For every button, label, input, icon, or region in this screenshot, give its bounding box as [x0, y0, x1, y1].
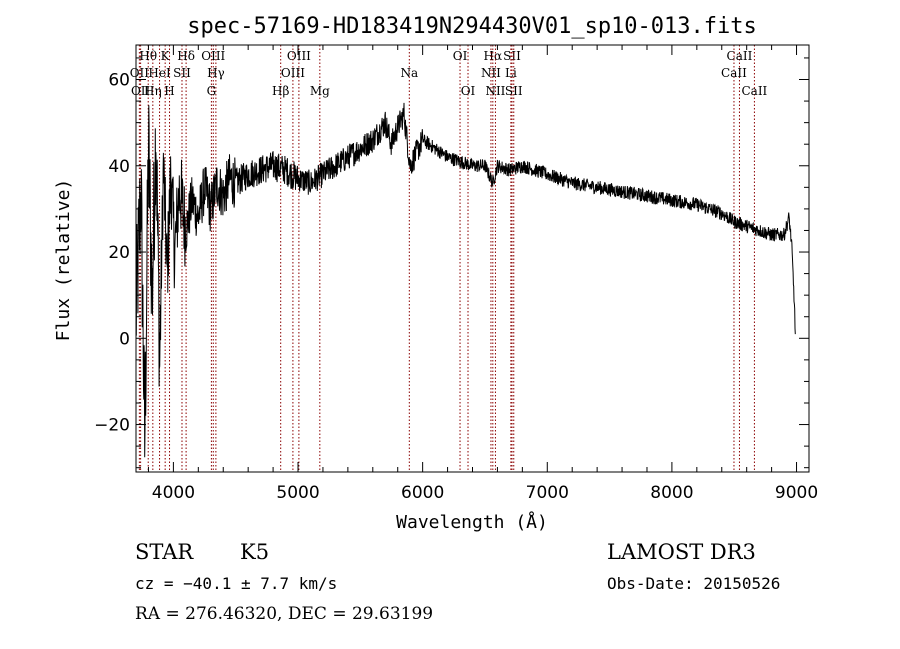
line-label: OIII: [287, 49, 311, 63]
x-tick-label: 4000: [152, 483, 195, 503]
line-label: Hθ: [139, 49, 157, 63]
spectrum-trace: [135, 102, 796, 458]
line-label: NII: [481, 66, 501, 80]
line-label: Hη: [144, 84, 162, 98]
x-axis-label: Wavelength (Å): [396, 511, 548, 533]
object-subclass: K5: [240, 540, 269, 564]
x-tick-label: 5000: [276, 483, 319, 503]
ra-dec: RA = 276.46320, DEC = 29.63199: [135, 604, 433, 624]
y-axis-ticks: −20 0 20 40 60: [94, 57, 809, 469]
line-label: Hδ: [177, 49, 195, 63]
x-tick-label: 7000: [526, 483, 569, 503]
line-label: SII: [173, 66, 191, 80]
line-label: CaII: [741, 84, 767, 98]
line-label: Na: [400, 66, 418, 80]
line-label: OI: [461, 84, 476, 98]
chart-title: spec-57169-HD183419N294430V01_sp10-013.f…: [187, 14, 757, 39]
y-tick-label: 40: [108, 157, 130, 177]
y-tick-label: 0: [119, 329, 130, 349]
x-tick-label: 9000: [775, 483, 818, 503]
line-label: Hα: [484, 49, 503, 63]
line-label: CaII: [721, 66, 747, 80]
line-label: CaII: [727, 49, 753, 63]
line-label: G: [207, 84, 217, 98]
line-label: HeI: [148, 66, 171, 80]
y-tick-label: 60: [108, 71, 130, 91]
y-axis-label: Flux (relative): [53, 179, 74, 342]
line-label: OI: [453, 49, 468, 63]
object-class: STAR: [135, 540, 194, 564]
y-tick-label: 20: [108, 243, 130, 263]
line-label: OII: [130, 66, 150, 80]
line-label: Hγ: [207, 66, 225, 80]
survey-name: LAMOST DR3: [607, 540, 756, 564]
line-label: Li: [505, 66, 517, 80]
line-label: Mg: [310, 84, 330, 98]
redshift-cz: cz = −40.1 ± 7.7 km/s: [135, 574, 337, 593]
x-tick-label: 6000: [401, 483, 444, 503]
line-label: OIII: [281, 66, 305, 80]
x-tick-label: 8000: [650, 483, 693, 503]
line-label: NII: [485, 84, 505, 98]
spectrum: [135, 102, 796, 458]
line-label: SII: [505, 84, 523, 98]
plot-frame: [135, 44, 810, 473]
line-label: OIII: [201, 49, 225, 63]
observation-date: Obs-Date: 20150526: [607, 574, 780, 593]
line-label: Hβ: [272, 84, 289, 98]
line-label: SII: [503, 49, 521, 63]
x-axis-ticks: 4000 5000 6000 7000 8000 9000: [147, 45, 818, 503]
line-label: H: [164, 84, 174, 98]
line-label: K: [161, 49, 171, 63]
y-tick-label: −20: [94, 416, 130, 436]
